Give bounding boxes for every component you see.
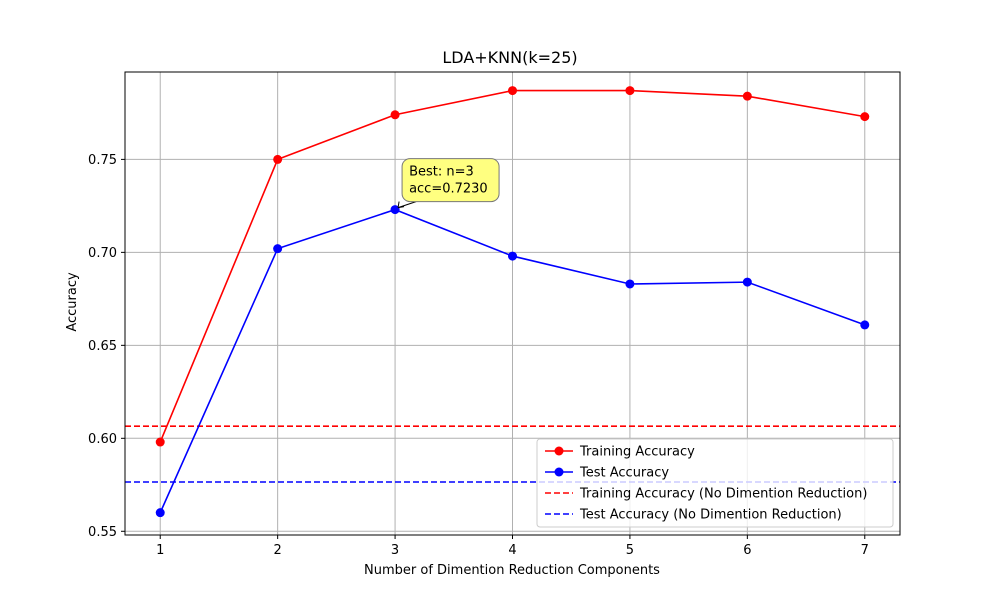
legend-label: Test Accuracy: [579, 466, 669, 481]
legend-label: Training Accuracy (No Dimention Reductio…: [579, 487, 867, 502]
y-tick-label: 0.70: [88, 246, 117, 261]
series-2-point: [508, 251, 517, 261]
series-2-point: [390, 205, 400, 215]
x-tick-label: 6: [743, 543, 751, 558]
y-tick-label: 0.65: [88, 339, 117, 354]
x-tick-label: 4: [508, 543, 516, 558]
legend-marker: [554, 467, 564, 477]
y-tick-label: 0.60: [88, 432, 117, 447]
grid: [125, 72, 900, 535]
legend-label: Training Accuracy: [579, 445, 695, 460]
x-tick-label: 1: [156, 543, 164, 558]
annotation-text: Best: n=3: [409, 165, 474, 180]
best-annotation: Best: n=3 acc=0.7230: [397, 158, 500, 209]
annotation-box: [401, 158, 500, 203]
series-1-point: [860, 112, 870, 122]
series-2-point: [155, 508, 165, 518]
annotation-arrowhead: [397, 201, 405, 209]
y-ticks: 0.55 0.60 0.65 0.70 0.75: [88, 153, 125, 540]
series-2-point: [273, 244, 283, 254]
series-1-point: [273, 154, 283, 164]
reference-lines: [125, 425, 900, 483]
y-axis-label: Accuracy: [65, 272, 80, 332]
x-tick-label: 5: [626, 543, 634, 558]
x-tick-label: 3: [391, 543, 399, 558]
x-tick-label: 2: [274, 543, 282, 558]
x-axis-label: Number of Dimention Reduction Components: [364, 563, 660, 578]
chart-title: LDA+KNN(k=25): [442, 48, 577, 67]
legend-label: Test Accuracy (No Dimention Reduction): [579, 508, 842, 523]
legend-marker: [554, 446, 564, 456]
series-layer: [155, 86, 870, 518]
legend: Training Accuracy Test Accuracy Training A…: [536, 438, 894, 528]
x-tick-label: 7: [861, 543, 869, 558]
legend-box: [536, 438, 894, 528]
x-ticks: 1 2 3 4 5 6 7: [156, 535, 869, 558]
series-2-point: [860, 320, 870, 330]
series-1-point: [155, 437, 165, 447]
series-2-point: [625, 279, 635, 289]
series-1-point: [508, 86, 517, 96]
y-tick-label: 0.55: [88, 525, 117, 540]
annotation-text: acc=0.7230: [409, 182, 488, 197]
series-2-point: [742, 277, 752, 287]
series-1-point: [742, 91, 752, 101]
y-tick-label: 0.75: [88, 153, 117, 168]
series-1-point: [625, 86, 635, 96]
series-1-point: [390, 110, 400, 120]
